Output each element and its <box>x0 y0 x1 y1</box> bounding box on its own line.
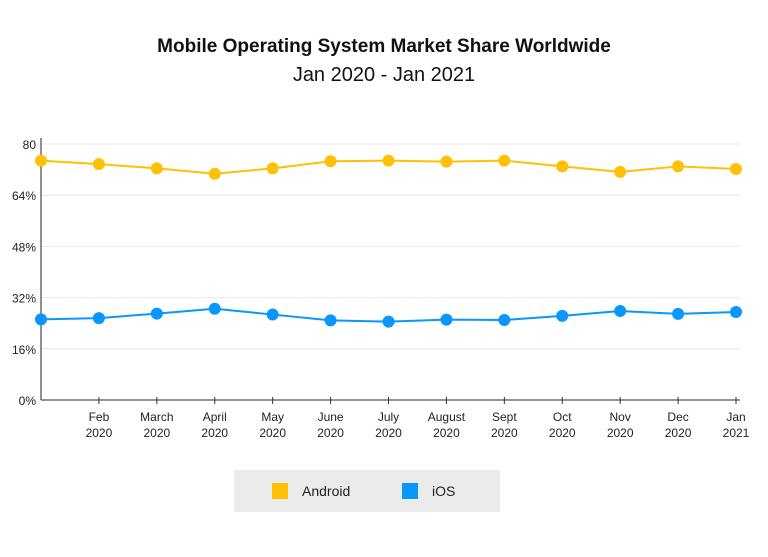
data-point-android <box>208 167 221 180</box>
x-tick-label: 2020 <box>201 426 228 440</box>
line-chart: 0% 16% 32% 48% 64% 80 Feb 2020 March 2020 April 202… <box>12 138 750 440</box>
x-tick-label: July <box>378 410 399 424</box>
y-tick-label: 16% <box>12 343 36 357</box>
x-tick-label: April <box>203 410 227 424</box>
x-tick-label: 2020 <box>375 426 402 440</box>
x-tick-label: 2020 <box>433 426 460 440</box>
data-point-ios <box>614 305 627 318</box>
data-point-ios <box>266 308 279 321</box>
x-tick-label: Sept <box>492 410 517 424</box>
x-tick-label: Jan <box>726 410 745 424</box>
y-tick-label: 0% <box>19 394 37 408</box>
data-point-android <box>266 162 279 175</box>
ios-swatch <box>402 483 418 499</box>
data-point-android <box>730 162 742 175</box>
data-point-android <box>672 160 685 173</box>
legend-label: Android <box>302 483 351 499</box>
data-point-android <box>92 158 105 171</box>
data-point-ios <box>498 314 511 326</box>
legend-item-android: Android <box>272 483 350 499</box>
y-tick-label: 32% <box>12 292 36 306</box>
legend-item-ios: iOS <box>402 483 455 499</box>
data-point-android <box>556 160 569 173</box>
data-point-ios <box>556 309 569 322</box>
y-tick-label: 64% <box>12 189 36 203</box>
data-point-ios <box>672 307 685 320</box>
data-point-ios <box>324 314 337 327</box>
data-point-ios <box>35 313 47 326</box>
x-tick-label: 2020 <box>143 426 170 440</box>
x-tick-label: August <box>428 410 466 424</box>
y-tick-label: 48% <box>12 240 36 254</box>
x-tick-label: 2021 <box>723 426 750 440</box>
legend-label: iOS <box>432 483 456 499</box>
chart-subtitle: Jan 2020 - Jan 2021 <box>292 64 476 86</box>
x-tick-label: 2020 <box>549 426 576 440</box>
data-point-ios <box>730 306 742 318</box>
x-tick-label: June <box>318 410 344 424</box>
x-tick-label: 2020 <box>607 426 634 440</box>
legend: Android iOS <box>234 470 500 512</box>
x-tick-label: Nov <box>609 410 630 424</box>
x-tick-label: 2020 <box>491 426 518 440</box>
data-point-android <box>382 154 395 167</box>
x-tick-label: 2020 <box>86 426 113 440</box>
x-tick-label: May <box>261 410 284 424</box>
x-tick-label: 2020 <box>665 426 692 440</box>
x-tick-label: March <box>140 410 173 424</box>
data-point-android <box>498 154 511 167</box>
data-point-ios <box>208 302 221 315</box>
data-point-ios <box>440 313 453 326</box>
chart-title: Mobile Operating System Market Share Wor… <box>157 36 611 57</box>
data-point-android <box>614 165 627 178</box>
data-point-ios <box>150 307 163 320</box>
data-point-android <box>440 155 453 168</box>
x-tick-label: 2020 <box>259 426 286 440</box>
data-point-android <box>35 154 47 167</box>
data-point-ios <box>382 315 395 328</box>
android-swatch <box>272 483 288 499</box>
data-point-android <box>324 155 337 168</box>
x-tick-label: Dec <box>667 410 688 424</box>
data-point-android <box>150 162 163 175</box>
x-tick-label: 2020 <box>317 426 344 440</box>
data-point-ios <box>92 312 105 325</box>
x-tick-label: Oct <box>553 410 572 424</box>
x-tick-label: Feb <box>89 410 110 424</box>
y-tick-label: 80 <box>23 138 37 152</box>
